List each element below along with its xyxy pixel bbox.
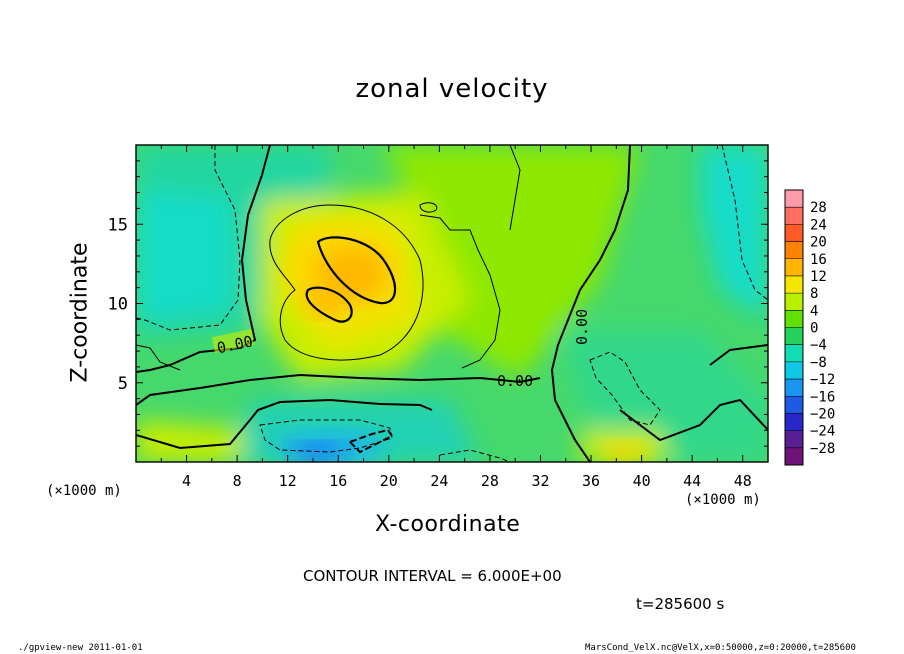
field-yellow-lower-spot — [603, 442, 647, 462]
minus6-contour-right — [721, 145, 768, 301]
colorbar-label: 16 — [810, 252, 827, 268]
minus6-contour-left — [136, 145, 241, 331]
field-green-lower-right — [560, 330, 768, 462]
x-tick-label: 36 — [582, 472, 600, 490]
colorbar-label: −28 — [810, 441, 835, 457]
x-tick-label: 8 — [233, 472, 242, 490]
colorbar-label: −4 — [810, 338, 827, 354]
x-tick-label: 44 — [683, 472, 701, 490]
plus6-small-blob — [419, 202, 438, 213]
colorbar-segment — [785, 344, 803, 363]
colorbar-label: −20 — [810, 406, 835, 422]
y-tick-label: 10 — [108, 295, 128, 315]
field-cyan-right — [700, 145, 768, 320]
x-tick-label: 12 — [279, 472, 297, 490]
colorbar-segment — [785, 447, 803, 466]
colorbar-segment — [785, 327, 803, 346]
field-cyan-left-core — [136, 190, 230, 320]
colorbar-label: 0 — [810, 321, 818, 337]
contour-lines — [136, 145, 768, 462]
y-tick-label: 5 — [118, 374, 128, 394]
plus6-contour-jet — [269, 204, 424, 361]
x-tick-label: 48 — [734, 472, 752, 490]
contour-label-right: 0.00 — [573, 309, 591, 345]
colorbar-segment — [785, 396, 803, 414]
minus6-contour-bottom — [259, 419, 393, 453]
x-tick-label: 4 — [182, 472, 191, 490]
colorbar-label: 28 — [810, 200, 827, 216]
plus6-contour-center — [419, 214, 501, 369]
zero-contour-left — [136, 145, 271, 373]
field-yellow-lower-left — [136, 420, 250, 462]
x-unit-label-right: (×1000 m) — [685, 492, 761, 508]
zero-contour-lower-right — [619, 398, 768, 442]
colorbar-segment — [785, 310, 803, 328]
colorbar-label: −12 — [810, 372, 835, 388]
colorbar-segment — [785, 361, 803, 380]
colorbar-label: 20 — [810, 235, 827, 251]
x-unit-label-left: (×1000 m) — [46, 483, 122, 499]
colorbar-segment — [785, 258, 803, 277]
contour-label-mid: 0.00 — [497, 372, 533, 390]
contour-labels: 0.00 0.00 0.00 — [211, 309, 591, 390]
time-stamp-text: t=285600 s — [636, 595, 725, 613]
colorbar-label: −24 — [810, 424, 835, 440]
x-tick-label: 20 — [380, 472, 398, 490]
minus6-contour-lower-right — [589, 351, 661, 426]
small-contour-left — [136, 344, 181, 371]
minus6-contour-bottom-mid — [439, 449, 511, 462]
x-axis: 4 8 12 16 20 24 28 32 36 40 44 48 — [160, 145, 769, 490]
heatmap-field — [136, 145, 768, 462]
colorbar-segment — [785, 293, 803, 311]
plus12-contour-lower — [305, 286, 353, 323]
colorbar-label: 12 — [810, 269, 827, 285]
colorbar-segment — [785, 224, 803, 243]
zero-contour-right-edge — [709, 344, 768, 366]
colorbar-label: −16 — [810, 389, 835, 405]
field-jet-core-orange-2 — [305, 290, 345, 316]
x-tick-label: 40 — [633, 472, 651, 490]
x-tick-label: 32 — [531, 472, 549, 490]
x-tick-label: 28 — [481, 472, 499, 490]
colorbar-segment — [785, 413, 803, 432]
colorbar-label: 4 — [810, 303, 818, 319]
colorbar-segment — [785, 379, 803, 397]
colorbar-segment — [785, 241, 803, 260]
y-axis: 5 10 15 — [108, 160, 768, 447]
y-tick-label: 15 — [108, 215, 128, 235]
colorbar-segment — [785, 430, 803, 449]
colorbar-label: 8 — [810, 286, 818, 302]
colorbar-segment — [785, 207, 803, 225]
colorbar-label: −8 — [810, 355, 827, 371]
colorbar-segment — [785, 190, 803, 208]
x-axis-label: X-coordinate — [375, 512, 521, 537]
footer-right-text: MarsCond_VelX.nc@VelX,x=0:50000,z=0:2000… — [585, 643, 856, 653]
colorbar-label: 24 — [810, 217, 827, 233]
contour-interval-text: CONTOUR INTERVAL = 6.000E+00 — [303, 567, 562, 585]
plus6-contour-top — [509, 145, 521, 231]
field-jet-core-orange — [316, 248, 388, 300]
zero-contour-right — [550, 145, 631, 462]
colorbar-segment — [785, 275, 803, 294]
plus12-contour-upper — [316, 236, 397, 305]
footer-left-text: ./gpview-new 2011-01-01 — [18, 643, 143, 653]
zero-contour-mid — [136, 373, 541, 406]
minus12-contour-bottom — [348, 428, 394, 454]
x-tick-label: 16 — [329, 472, 347, 490]
chart-title: zonal velocity — [355, 74, 549, 104]
zero-contour-lower-left — [136, 398, 433, 450]
y-axis-label: Z-coordinate — [67, 242, 93, 383]
x-tick-label: 24 — [430, 472, 448, 490]
